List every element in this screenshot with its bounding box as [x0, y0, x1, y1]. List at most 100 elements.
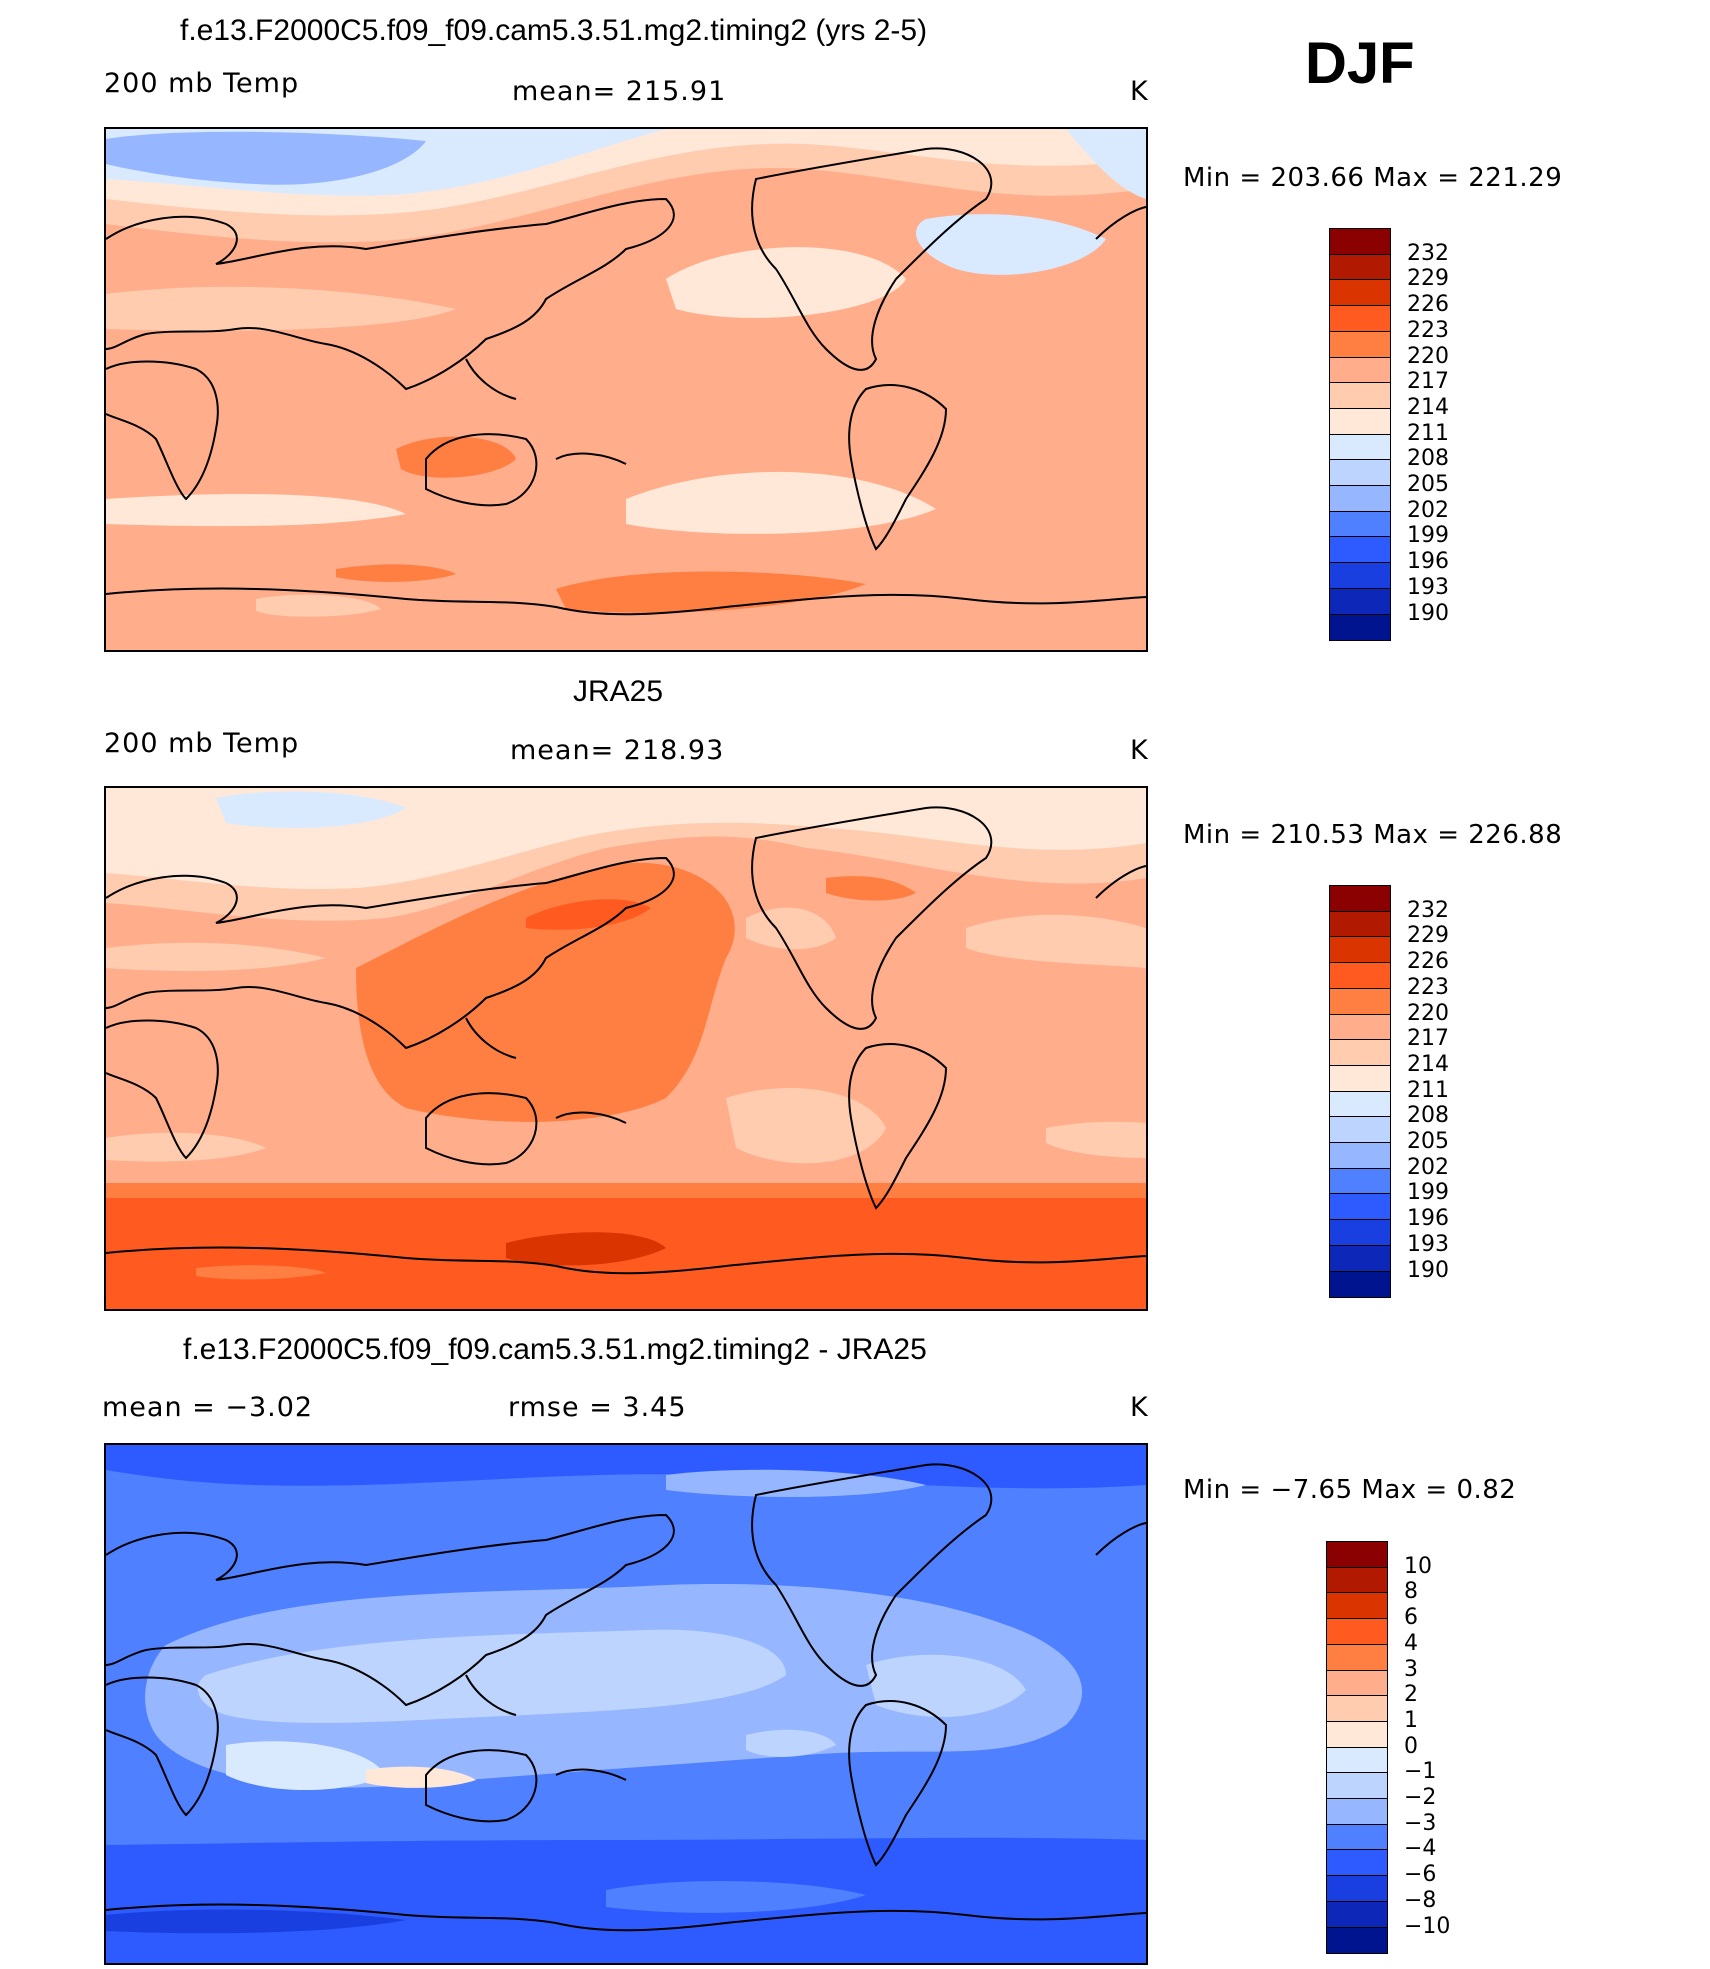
colorbar-label: 226 — [1407, 292, 1449, 318]
panel-2-contour — [966, 914, 1146, 968]
colorbar-label: 10 — [1404, 1553, 1432, 1579]
panel-3-contour — [366, 1766, 476, 1788]
colorbar-swatch — [1329, 1090, 1391, 1118]
panel-1-contour — [666, 247, 906, 318]
colorbar-swatch — [1329, 536, 1391, 564]
panel-3-units: K — [1130, 1392, 1149, 1423]
panel-1-contour — [626, 471, 936, 534]
colorbar-label: 202 — [1407, 497, 1449, 523]
panel-2-minmax: Min = 210.53 Max = 226.88 — [1183, 820, 1563, 850]
colorbar-label: 223 — [1407, 974, 1449, 1000]
colorbar-label: 223 — [1407, 317, 1449, 343]
colorbar-swatch — [1329, 910, 1391, 938]
panel-3-contour — [106, 1445, 1146, 1489]
colorbar-label: 193 — [1407, 574, 1449, 600]
colorbar-swatch — [1329, 485, 1391, 513]
panel-3-contour — [226, 1741, 386, 1790]
panel-3-contour — [197, 1629, 786, 1723]
colorbar-label: 196 — [1407, 549, 1449, 575]
colorbar-swatch — [1329, 613, 1391, 641]
colorbar-label: 211 — [1407, 420, 1449, 446]
colorbar-label: −1 — [1404, 1759, 1437, 1785]
colorbar-swatch — [1329, 1039, 1391, 1067]
colorbar-swatch — [1329, 305, 1391, 333]
colorbar-label: 220 — [1407, 343, 1449, 369]
panel-2-contour — [106, 1132, 266, 1162]
colorbar-swatch — [1329, 459, 1391, 487]
panel-1-contour — [106, 286, 456, 331]
panel-1-contour — [256, 594, 381, 617]
panel-3-contour — [746, 1729, 836, 1757]
panel-1-contour — [336, 564, 456, 582]
colorbar-swatch — [1329, 1064, 1391, 1093]
colorbar-swatch — [1326, 1875, 1388, 1903]
colorbar-swatch — [1329, 279, 1391, 307]
colorbar-swatch — [1326, 1849, 1388, 1877]
colorbar-swatch — [1329, 1193, 1391, 1221]
panel-1-contour — [556, 571, 866, 613]
panel-1-contour — [1066, 129, 1146, 199]
colorbar-label: 214 — [1407, 394, 1449, 420]
panel-2-contour — [506, 1232, 666, 1266]
colorbar-label: 196 — [1407, 1206, 1449, 1232]
colorbar-swatch — [1326, 1592, 1388, 1620]
colorbar-label: 232 — [1407, 897, 1449, 923]
panel-2-contour — [726, 1088, 886, 1164]
panel-1-coastlines — [106, 147, 1146, 616]
panel-2-map — [104, 786, 1148, 1311]
colorbar-swatch — [1329, 356, 1391, 384]
panel-3-minmax: Min = −7.65 Max = 0.82 — [1183, 1475, 1517, 1505]
colorbar-label: 190 — [1407, 600, 1449, 626]
panel-3-contour — [866, 1654, 1026, 1717]
panel-1-contour — [916, 214, 1106, 275]
colorbar-swatch — [1329, 587, 1391, 615]
colorbar-swatch — [1329, 1219, 1391, 1247]
colorbar-label: 232 — [1407, 240, 1449, 266]
colorbar-swatch — [1326, 1772, 1388, 1800]
panel-2-coastlines — [106, 806, 1146, 1275]
colorbar-swatch — [1329, 1142, 1391, 1170]
panel-2-contour — [106, 942, 326, 971]
colorbar-label: 4 — [1404, 1630, 1418, 1656]
colorbar-label: 193 — [1407, 1231, 1449, 1257]
colorbar-swatch — [1329, 253, 1391, 281]
season-label: DJF — [1305, 31, 1415, 96]
colorbar-swatch — [1329, 228, 1391, 256]
colorbar-swatch — [1326, 1720, 1388, 1749]
colorbar-swatch — [1326, 1746, 1388, 1774]
panel-1-left-label: 200 mb Temp — [104, 68, 300, 99]
colorbar-label: 6 — [1404, 1605, 1418, 1631]
colorbar-label: 3 — [1404, 1656, 1418, 1682]
colorbar-label: 208 — [1407, 1103, 1449, 1129]
colorbar-label: 226 — [1407, 949, 1449, 975]
colorbar-label: 229 — [1407, 266, 1449, 292]
panel-3-map-svg — [106, 1445, 1146, 1963]
panel-1-map — [104, 127, 1148, 652]
colorbar-label: −10 — [1404, 1913, 1451, 1939]
colorbar-swatch — [1329, 562, 1391, 590]
colorbar-swatch — [1326, 1926, 1388, 1954]
panel-2-contour — [826, 876, 916, 901]
colorbar-label: −2 — [1404, 1785, 1437, 1810]
panel-2-contour — [216, 791, 406, 828]
colorbar-label: 220 — [1407, 1000, 1449, 1026]
panel-2-contour — [196, 1265, 326, 1280]
colorbar-swatch — [1326, 1695, 1388, 1723]
colorbar-swatch — [1329, 936, 1391, 964]
panel-2-left-label: 200 mb Temp — [104, 728, 300, 759]
colorbar-swatch — [1326, 1900, 1388, 1928]
panel-1-map-svg — [106, 129, 1146, 650]
colorbar-swatch — [1329, 1270, 1391, 1298]
panel-3-coastlines — [106, 1463, 1146, 1932]
colorbar-swatch — [1329, 433, 1391, 461]
colorbar-label: −6 — [1404, 1862, 1437, 1888]
colorbar-label: 208 — [1407, 446, 1449, 472]
colorbar-label: −3 — [1404, 1810, 1437, 1836]
colorbar-label: −4 — [1404, 1836, 1437, 1862]
panel-1-contour — [106, 494, 406, 527]
colorbar-swatch — [1329, 1244, 1391, 1272]
colorbar-swatch — [1329, 510, 1391, 538]
colorbar-label: 199 — [1407, 1180, 1449, 1206]
colorbar-swatch — [1329, 407, 1391, 436]
panel-2-map-svg — [106, 788, 1146, 1309]
